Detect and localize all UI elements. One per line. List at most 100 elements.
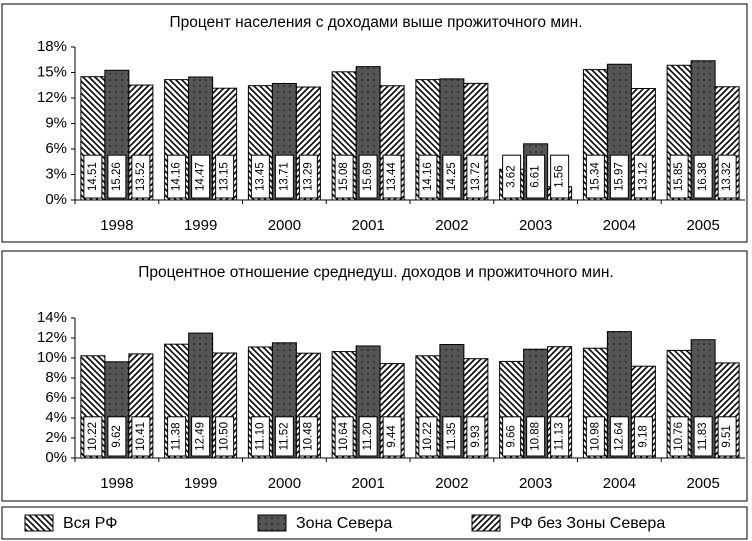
data-label: 14.16 <box>422 162 434 191</box>
data-label: 10.64 <box>338 421 350 450</box>
x-tick-label: 2005 <box>686 475 719 492</box>
data-label: 14.47 <box>195 162 207 191</box>
data-label-box <box>717 154 737 199</box>
chart-frame <box>1 250 748 502</box>
x-tick-label: 2003 <box>519 217 552 234</box>
y-tick-label: 12% <box>37 329 67 346</box>
legend-swatch <box>471 514 501 532</box>
data-label-box <box>250 416 270 457</box>
chart-title: Процент населения с доходами выше прожит… <box>169 14 583 31</box>
x-tick-label: 1999 <box>184 475 217 492</box>
data-label-box <box>83 154 103 199</box>
legend-swatch <box>24 514 54 532</box>
data-label-box <box>334 154 354 199</box>
data-label-box <box>191 416 211 457</box>
data-label: 13.52 <box>135 162 147 191</box>
data-label: 12.49 <box>195 422 207 451</box>
data-label: 14.51 <box>87 162 99 191</box>
data-label-box <box>633 416 653 457</box>
data-label: 9.62 <box>111 425 123 447</box>
data-label-box <box>298 154 318 199</box>
y-tick-label: 12% <box>37 89 67 106</box>
data-label-box <box>669 154 689 199</box>
y-tick-label: 9% <box>45 114 67 131</box>
data-label: 13.45 <box>254 162 266 191</box>
data-label: 9.51 <box>721 425 733 447</box>
data-label-box <box>167 416 187 457</box>
data-label-box <box>693 154 713 199</box>
data-label: 9.18 <box>637 425 649 447</box>
data-label-box <box>274 154 294 199</box>
y-tick-label: 8% <box>45 369 67 386</box>
data-label-box <box>215 416 235 457</box>
chart-title: Процентное отношение среднедуш. доходов … <box>138 264 614 281</box>
y-tick-label: 18% <box>37 38 67 55</box>
data-label-box <box>466 154 486 199</box>
data-label: 12.64 <box>613 421 625 450</box>
data-label: 15.34 <box>589 162 601 191</box>
data-label-box <box>442 154 462 199</box>
legend-label: РФ без Зоны Севера <box>510 515 665 532</box>
data-label-box <box>131 416 151 457</box>
data-label: 11.83 <box>697 422 709 450</box>
data-label-box <box>466 416 486 457</box>
y-tick-label: 6% <box>45 140 67 157</box>
data-label: 13.32 <box>721 162 733 191</box>
x-tick-label: 2000 <box>268 475 301 492</box>
data-label-box <box>334 416 354 457</box>
data-label: 10.48 <box>302 422 314 451</box>
data-label-box <box>358 416 378 457</box>
data-label: 10.88 <box>530 422 542 451</box>
y-tick-label: 14% <box>37 309 67 326</box>
data-label: 13.12 <box>637 162 649 191</box>
data-label: 6.61 <box>530 165 542 187</box>
y-tick-label: 3% <box>45 165 67 182</box>
data-label: 13.15 <box>219 162 231 191</box>
legend-label: Вся РФ <box>63 515 117 532</box>
x-tick-label: 2004 <box>603 217 636 234</box>
data-label-box <box>191 154 211 199</box>
data-label: 15.97 <box>613 162 625 191</box>
data-label: 10.50 <box>219 422 231 451</box>
data-label-box <box>585 416 605 457</box>
data-label: 11.52 <box>278 422 290 450</box>
legend-swatch <box>257 514 287 532</box>
data-label: 15.08 <box>338 162 350 191</box>
data-label: 11.38 <box>171 422 183 450</box>
data-label-box <box>442 416 462 457</box>
x-tick-label: 2003 <box>519 475 552 492</box>
y-tick-label: 10% <box>37 349 67 366</box>
data-label-box <box>609 154 629 199</box>
data-label: 3.62 <box>506 165 518 187</box>
data-label-box <box>131 154 151 199</box>
data-label: 9.93 <box>470 425 482 447</box>
data-label: 9.66 <box>506 425 518 447</box>
data-label: 10.41 <box>135 422 147 451</box>
data-label: 15.69 <box>362 162 374 191</box>
legend-frame <box>1 506 748 540</box>
data-label-box <box>358 154 378 199</box>
data-label-box <box>382 416 402 457</box>
data-label: 11.20 <box>362 422 374 450</box>
data-label: 13.72 <box>470 162 482 191</box>
data-label: 14.25 <box>446 162 458 191</box>
data-label: 10.76 <box>673 422 685 451</box>
data-label-box <box>83 416 103 457</box>
data-label: 16.38 <box>697 162 709 191</box>
y-tick-label: 4% <box>45 409 67 426</box>
data-label-box <box>550 416 570 457</box>
chart-frame <box>1 3 748 243</box>
y-tick-label: 0% <box>45 449 67 466</box>
data-label-box <box>502 416 522 457</box>
data-label-box <box>633 154 653 199</box>
data-label-box <box>550 154 570 199</box>
data-label-box <box>609 416 629 457</box>
data-label-box <box>585 154 605 199</box>
data-label: 9.44 <box>386 425 398 448</box>
data-label-box <box>526 416 546 457</box>
data-label-box <box>274 416 294 457</box>
data-label-box <box>418 416 438 457</box>
data-label-box <box>418 154 438 199</box>
